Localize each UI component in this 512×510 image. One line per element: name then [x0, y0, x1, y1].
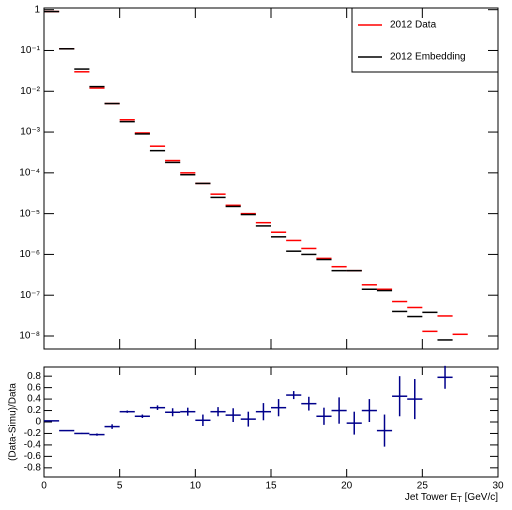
bottom-frame	[43, 366, 499, 478]
y-tick-label: 10⁻⁵	[19, 208, 40, 219]
y-tick-label: 0.2	[27, 405, 41, 416]
y-tick-label: -0.4	[24, 440, 42, 451]
x-tick-label: 15	[265, 481, 277, 492]
x-tick-label: 0	[41, 481, 47, 492]
y-axis-label: (Data-Simu)/Data	[8, 383, 19, 461]
y-tick-label: 1	[34, 4, 40, 15]
y-tick-label: 10⁻²	[20, 86, 40, 97]
x-tick-label: 30	[492, 481, 504, 492]
y-tick-label: 0.8	[27, 371, 41, 382]
y-tick-label: 10⁻⁴	[19, 167, 40, 178]
y-tick-label: -0.2	[24, 428, 42, 439]
y-tick-label: 10⁻⁷	[20, 290, 40, 301]
x-tick-label: 20	[341, 481, 353, 492]
y-tick-label: 0.4	[27, 394, 41, 405]
x-tick-label: 25	[417, 481, 429, 492]
y-tick-label: 10⁻⁶	[19, 249, 40, 260]
legend-label: 2012 Embedding	[390, 52, 466, 63]
y-tick-label: 0	[35, 417, 41, 428]
y-tick-label: -0.8	[24, 462, 42, 473]
y-tick-label: 0.6	[27, 382, 41, 393]
legend-box	[351, 7, 499, 73]
x-axis-label: Jet Tower ET [GeV/c]	[405, 492, 498, 504]
y-tick-label: 10⁻¹	[20, 45, 40, 56]
x-tick-label: 5	[117, 481, 123, 492]
x-tick-label: 10	[190, 481, 202, 492]
y-tick-label: -0.6	[24, 451, 42, 462]
y-tick-label: 10⁻⁸	[19, 331, 40, 342]
y-tick-label: 10⁻³	[20, 127, 40, 138]
legend-label: 2012 Data	[390, 20, 437, 31]
